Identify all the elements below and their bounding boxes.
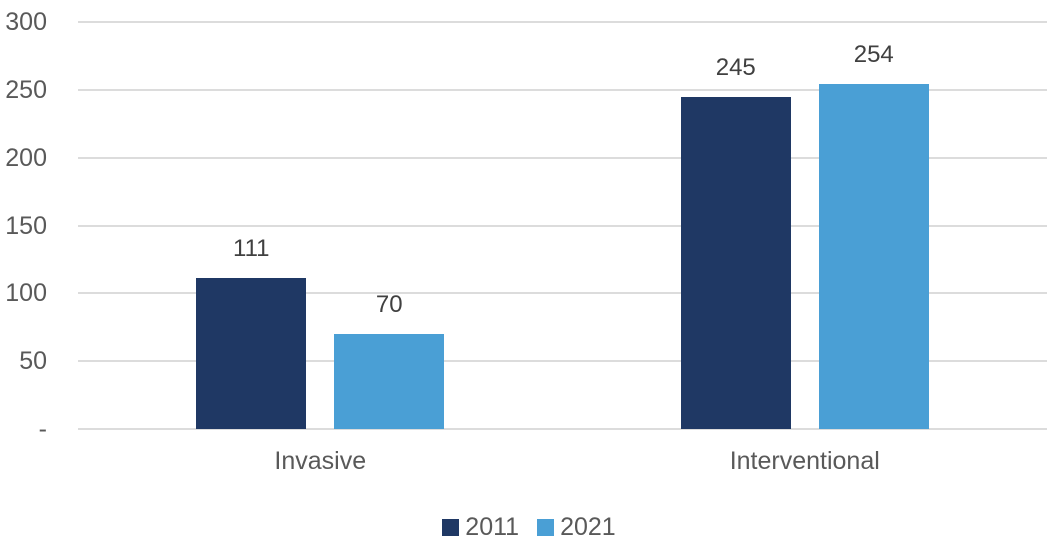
x-axis-category-label: Interventional xyxy=(729,447,880,475)
y-axis-tick-label: 50 xyxy=(19,347,47,376)
legend-label-2021: 2021 xyxy=(560,513,616,541)
chart-legend: 2011 2021 xyxy=(0,512,1058,542)
gridline xyxy=(78,360,1047,363)
y-axis-tick-label: 150 xyxy=(5,211,47,240)
y-axis-tick-label: 250 xyxy=(5,75,47,104)
y-axis-tick-label: - xyxy=(38,415,47,443)
bar-value-label: 111 xyxy=(233,235,270,263)
gridline xyxy=(78,292,1047,295)
legend-swatch-2021 xyxy=(537,518,555,536)
bar-value-label: 70 xyxy=(375,291,403,319)
legend-swatch-2011 xyxy=(442,518,460,536)
bar-2011-invasive xyxy=(196,278,307,429)
legend-label-2011: 2011 xyxy=(465,513,520,541)
y-axis-tick-label: 100 xyxy=(5,279,47,308)
bar-2011-interventional xyxy=(680,96,791,429)
bar-value-label: 245 xyxy=(715,53,756,81)
gridline xyxy=(78,224,1047,227)
y-axis-tick-label: 300 xyxy=(5,8,47,36)
bar-2021-invasive xyxy=(334,334,445,429)
x-axis-category-label: Invasive xyxy=(274,447,367,475)
bar-value-label: 254 xyxy=(853,41,894,69)
y-axis-tick-label: 200 xyxy=(5,143,47,172)
gridline xyxy=(78,156,1047,159)
legend-item-2011: 2011 xyxy=(442,512,519,542)
bar-2021-interventional xyxy=(818,84,929,429)
gridline xyxy=(78,428,1047,430)
legend-item-2021: 2021 xyxy=(537,512,616,542)
gridline xyxy=(78,88,1047,91)
gridline xyxy=(78,21,1047,23)
